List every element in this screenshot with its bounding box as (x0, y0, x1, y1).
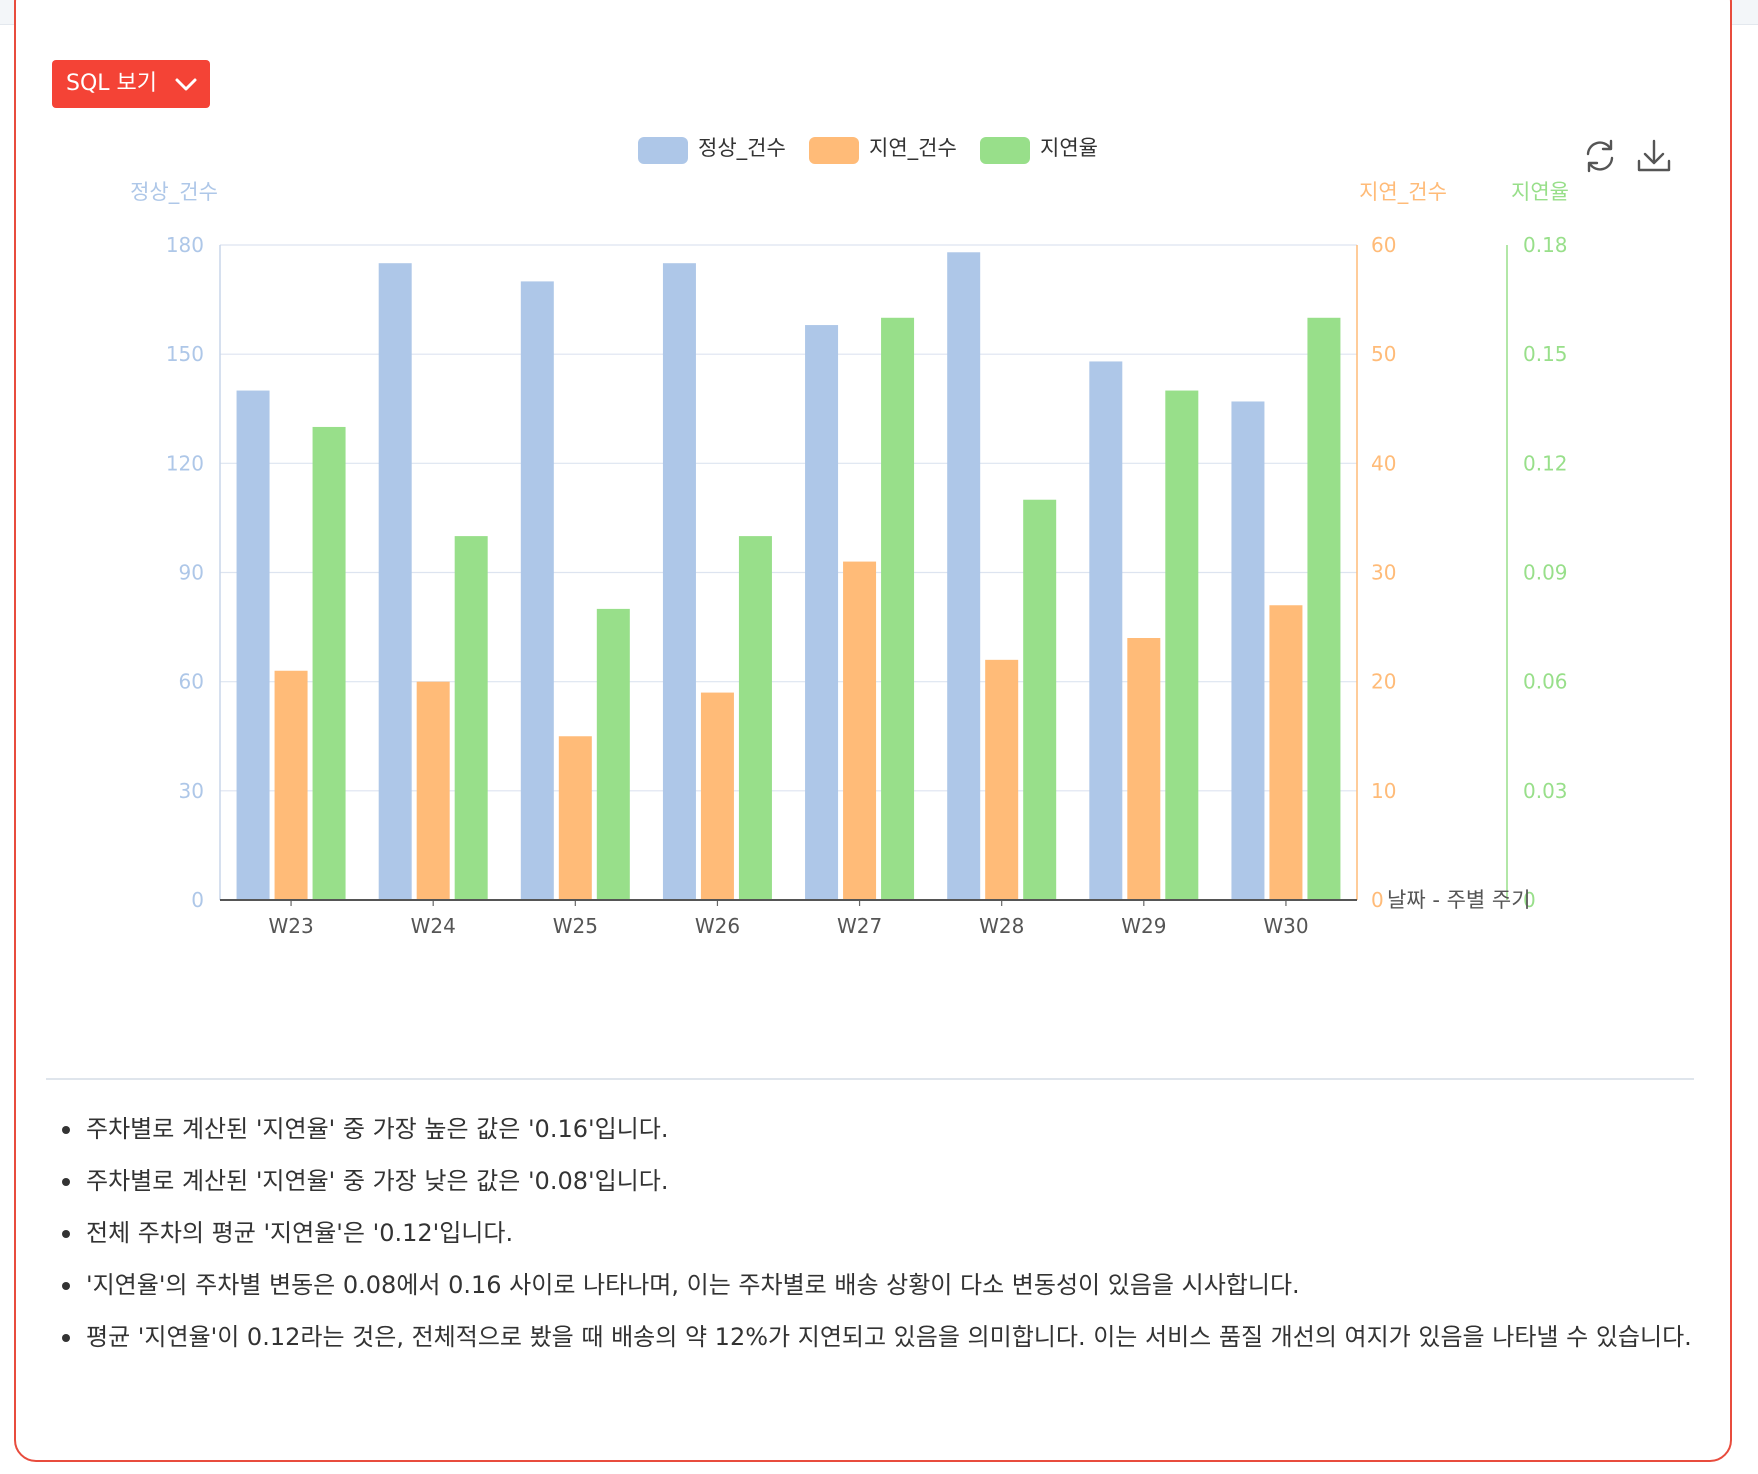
x-axis-tick-label: W29 (1121, 914, 1166, 938)
bar-delay-rate (454, 536, 488, 900)
rate-axis-tick-label: 0.12 (1523, 451, 1568, 475)
x-axis-tick-label: W28 (979, 914, 1024, 938)
x-axis-tick-label: W27 (837, 914, 882, 938)
rate-axis-title: 지연율 (1511, 180, 1569, 204)
bar-delay-rate (1165, 390, 1199, 900)
bar-normal-count (662, 263, 696, 900)
right-axis-tick-label: 30 (1371, 561, 1396, 585)
right-axis-tick-label: 0 (1371, 888, 1384, 912)
insight-item: 주차별로 계산된 '지연율' 중 가장 높은 값은 '0.16'입니다. (56, 1112, 1696, 1146)
insight-item: 주차별로 계산된 '지연율' 중 가장 낮은 값은 '0.08'입니다. (56, 1164, 1696, 1198)
right-axis-tick-label: 20 (1371, 670, 1396, 694)
bar-delay-rate (1307, 317, 1341, 900)
bar-normal-count (805, 325, 839, 900)
left-axis-tick-label: 120 (166, 451, 204, 475)
chart-legend: 정상_건수 지연_건수 지연율 (0, 132, 1758, 168)
combo-bar-chart: 0 0 0 30 10 0.03 60 20 0.06 90 30 0.09 120 40 0.12 150 5… (130, 180, 1569, 938)
bar-delay-count (558, 736, 592, 900)
insight-item: 평균 '지연율'이 0.12라는 것은, 전체적으로 봤을 때 배송의 약 12… (56, 1320, 1696, 1354)
insights-list: 주차별로 계산된 '지연율' 중 가장 높은 값은 '0.16'입니다. 주차별… (56, 1112, 1696, 1372)
bar-normal-count (520, 281, 554, 900)
rate-axis-tick-label: 0.06 (1523, 670, 1568, 694)
rate-axis-tick-label: 0 (1523, 888, 1536, 912)
x-axis-tick-label: W25 (553, 914, 598, 938)
rate-axis-tick-label: 0.15 (1523, 342, 1568, 366)
left-axis-tick-label: 60 (179, 670, 204, 694)
legend-swatch-normal (638, 137, 688, 164)
bar-delay-count (1127, 638, 1161, 900)
section-divider (46, 1078, 1694, 1080)
x-axis-tick-label: W23 (268, 914, 313, 938)
bar-delay-count (700, 692, 734, 900)
x-axis-tick-label: W24 (411, 914, 456, 938)
left-axis-tick-label: 0 (191, 888, 204, 912)
insight-item: '지연율'의 주차별 변동은 0.08에서 0.16 사이로 나타나며, 이는 … (56, 1268, 1696, 1302)
rate-axis-tick-label: 0.03 (1523, 779, 1568, 803)
bar-delay-rate (312, 426, 346, 900)
legend-label-delay: 지연_건수 (869, 136, 957, 160)
bar-normal-count (1231, 401, 1265, 900)
legend-label-rate: 지연율 (1040, 136, 1098, 160)
left-axis-tick-label: 30 (179, 779, 204, 803)
x-axis-tick-label: W26 (695, 914, 740, 938)
bar-delay-rate (881, 317, 915, 900)
left-axis-title: 정상_건수 (130, 180, 218, 205)
legend-swatch-rate (980, 137, 1030, 164)
right-axis-tick-label: 60 (1371, 233, 1396, 257)
bar-delay-count (416, 681, 450, 900)
x-axis-title: 날짜 - 주별 주기 (1387, 888, 1531, 912)
right-axis-title: 지연_건수 (1359, 180, 1447, 205)
chevron-down-icon (175, 78, 197, 91)
bar-delay-rate (596, 608, 630, 900)
bar-delay-count (843, 561, 877, 900)
rate-axis-tick-label: 0.18 (1523, 233, 1568, 257)
sql-button-label: SQL 보기 (66, 71, 158, 96)
legend-label-normal: 정상_건수 (698, 136, 786, 160)
refresh-icon[interactable] (1580, 136, 1620, 176)
bar-normal-count (236, 390, 270, 900)
right-axis-tick-label: 40 (1371, 451, 1396, 475)
right-axis-tick-label: 50 (1371, 342, 1396, 366)
bar-normal-count (1089, 361, 1123, 900)
bar-delay-count (985, 659, 1019, 900)
left-axis-tick-label: 90 (179, 561, 204, 585)
bar-delay-count (1269, 605, 1303, 900)
right-axis-tick-label: 10 (1371, 779, 1396, 803)
left-axis-tick-label: 150 (166, 342, 204, 366)
legend-swatch-delay (809, 137, 859, 164)
bar-delay-count (274, 670, 308, 900)
insight-item: 전체 주차의 평균 '지연율'은 '0.12'입니다. (56, 1216, 1696, 1250)
download-icon[interactable] (1634, 136, 1674, 176)
rate-axis-tick-label: 0.09 (1523, 561, 1568, 585)
bar-delay-rate (738, 536, 772, 900)
x-axis-tick-label: W30 (1263, 914, 1308, 938)
bar-normal-count (378, 263, 412, 900)
bar-normal-count (947, 252, 981, 900)
bar-delay-rate (1023, 499, 1057, 900)
left-axis-tick-label: 180 (166, 233, 204, 257)
sql-toggle-button[interactable]: SQL 보기 (52, 60, 210, 108)
